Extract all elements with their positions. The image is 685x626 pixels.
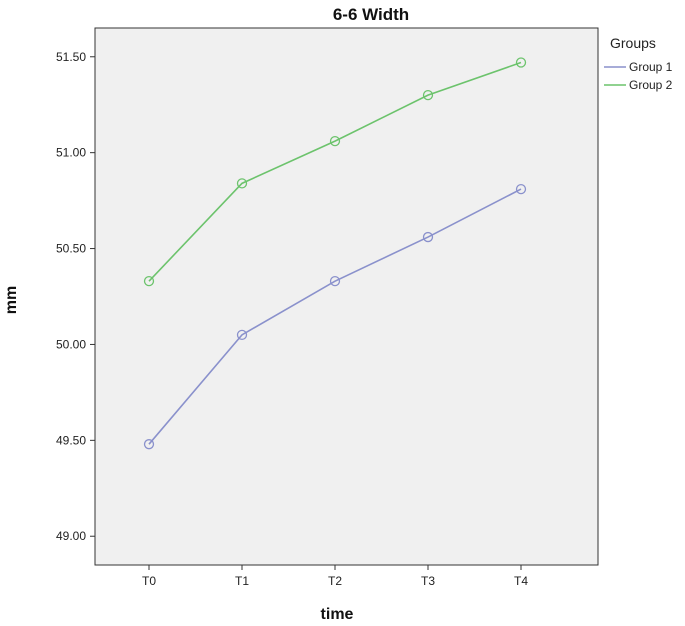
- data-point: [236, 329, 248, 341]
- y-tick-label: 50.00: [56, 337, 86, 351]
- y-tick-label: 49.50: [56, 433, 86, 447]
- x-tick-label: T0: [142, 574, 156, 588]
- data-point: [329, 136, 341, 147]
- x-axis: T0 T1 T2 T3 T4: [142, 565, 528, 588]
- data-point: [422, 89, 434, 101]
- data-point: [143, 439, 155, 450]
- plot-area: [94, 27, 599, 566]
- x-tick-label: T2: [328, 574, 342, 588]
- data-point: [515, 183, 527, 195]
- data-point: [515, 57, 527, 68]
- x-tick-label: T1: [235, 574, 249, 588]
- x-tick-label: T3: [421, 574, 435, 588]
- legend-label: Group 2: [629, 78, 673, 92]
- series-line-1: [148, 188, 522, 445]
- data-point: [236, 178, 248, 189]
- y-tick-label: 50.50: [56, 242, 86, 256]
- data-point: [422, 231, 434, 243]
- legend-label: Group 1: [629, 60, 673, 74]
- y-tick-label: 51.50: [56, 50, 86, 64]
- x-axis-title: time: [321, 606, 354, 623]
- data-point: [329, 276, 341, 287]
- x-tick-label: T4: [514, 574, 528, 588]
- y-tick-label: 51.00: [56, 146, 86, 160]
- chart-title: 6-6 Width: [333, 5, 409, 24]
- series-line-2: [148, 61, 522, 282]
- legend: Groups Group 1 Group 2: [604, 35, 673, 92]
- series-layer: [143, 57, 527, 450]
- y-tick-label: 49.00: [56, 529, 86, 543]
- y-axis-title: mm: [3, 286, 20, 314]
- data-point: [143, 276, 155, 287]
- y-axis: 49.00 49.50 50.00 50.50 51.00 51.50: [56, 50, 95, 543]
- legend-title: Groups: [610, 35, 656, 51]
